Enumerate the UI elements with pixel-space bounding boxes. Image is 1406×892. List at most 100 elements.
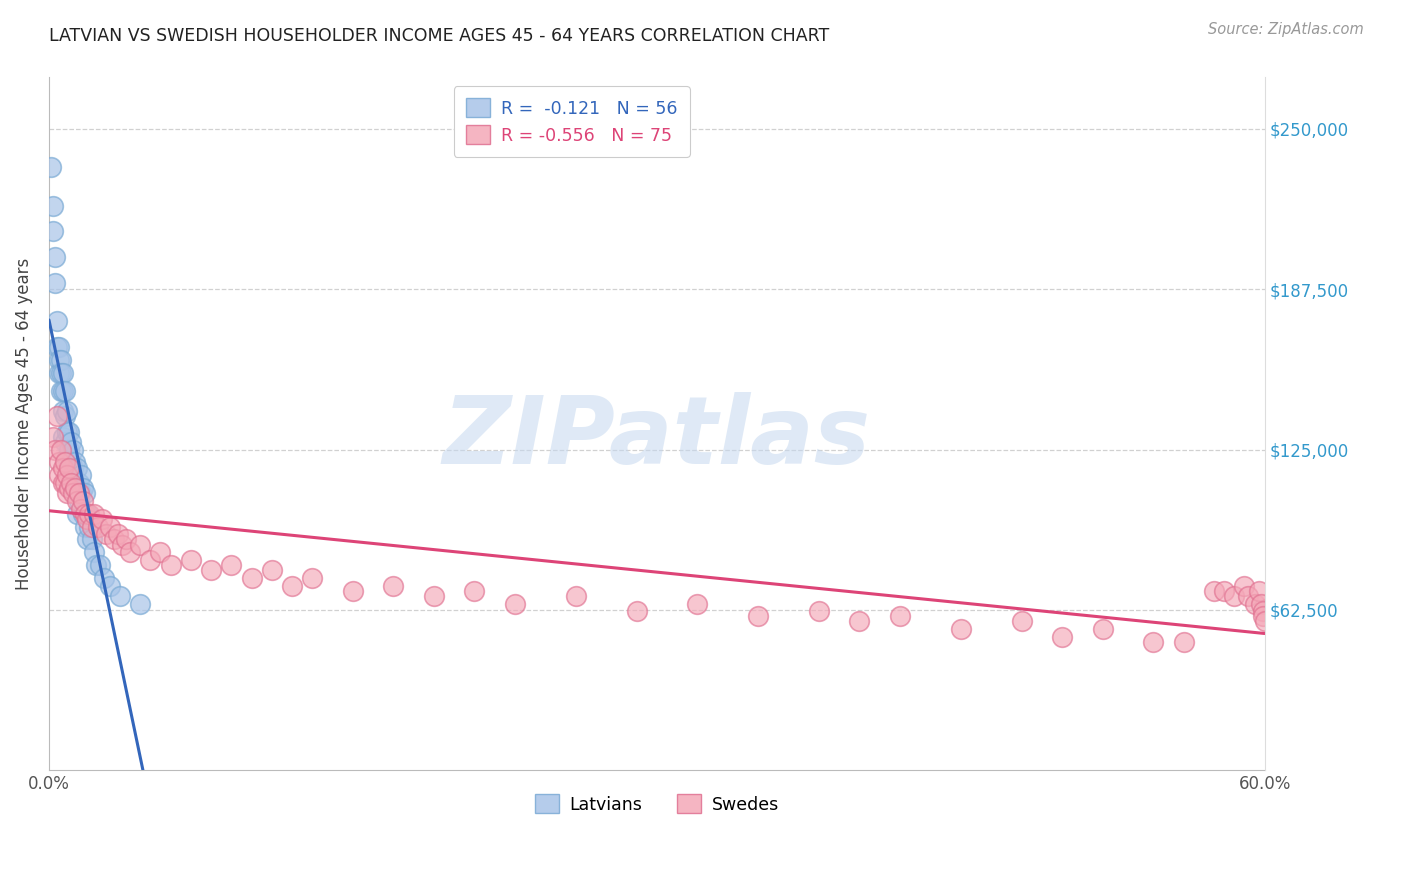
Point <box>60 434 83 449</box>
Point <box>1091 622 1114 636</box>
Point <box>44 442 66 457</box>
Point <box>1202 583 1225 598</box>
Point <box>70 468 93 483</box>
Point <box>281 578 304 592</box>
Point <box>1223 589 1246 603</box>
Point <box>93 571 115 585</box>
Point <box>52 384 75 398</box>
Point <box>240 571 263 585</box>
Point <box>62 442 84 457</box>
Point <box>53 409 76 424</box>
Point <box>149 545 172 559</box>
Point <box>52 475 75 490</box>
Point <box>60 475 83 490</box>
Point <box>1050 630 1073 644</box>
Point <box>48 366 70 380</box>
Point <box>111 537 134 551</box>
Point <box>1213 583 1236 598</box>
Point <box>52 366 75 380</box>
Point <box>1233 578 1256 592</box>
Point <box>98 578 121 592</box>
Point <box>75 519 97 533</box>
Point <box>626 604 648 618</box>
Point <box>80 519 103 533</box>
Point <box>80 533 103 547</box>
Point <box>70 501 93 516</box>
Point <box>65 455 87 469</box>
Point <box>58 460 80 475</box>
Point <box>49 366 72 380</box>
Point <box>90 512 112 526</box>
Point <box>1247 583 1270 598</box>
Point <box>1173 635 1195 649</box>
Text: ZIPatlas: ZIPatlas <box>443 392 870 483</box>
Point <box>1251 604 1274 618</box>
Point <box>382 578 405 592</box>
Text: LATVIAN VS SWEDISH HOUSEHOLDER INCOME AGES 45 - 64 YEARS CORRELATION CHART: LATVIAN VS SWEDISH HOUSEHOLDER INCOME AG… <box>49 27 830 45</box>
Point <box>342 583 364 598</box>
Point <box>108 589 131 603</box>
Point <box>1251 609 1274 624</box>
Point <box>48 468 70 483</box>
Point <box>221 558 243 572</box>
Point <box>66 494 89 508</box>
Point <box>62 481 84 495</box>
Point <box>53 455 76 469</box>
Point <box>1237 589 1260 603</box>
Point <box>66 507 89 521</box>
Point <box>84 558 107 572</box>
Point <box>66 460 89 475</box>
Point <box>79 519 101 533</box>
Point <box>46 409 69 424</box>
Point <box>76 512 98 526</box>
Point <box>67 486 90 500</box>
Point <box>1243 597 1265 611</box>
Point <box>49 352 72 367</box>
Point <box>686 597 709 611</box>
Point <box>62 486 84 500</box>
Point <box>42 199 65 213</box>
Point <box>53 384 76 398</box>
Point <box>86 519 108 533</box>
Point <box>1011 615 1033 629</box>
Point <box>75 486 97 500</box>
Point <box>79 507 101 521</box>
Point <box>103 533 125 547</box>
Point <box>72 494 94 508</box>
Point <box>72 481 94 495</box>
Point <box>56 486 79 500</box>
Point <box>48 340 70 354</box>
Point <box>889 609 911 624</box>
Point <box>62 460 84 475</box>
Point <box>1254 615 1277 629</box>
Point <box>200 563 222 577</box>
Point <box>83 545 105 559</box>
Legend: Latvians, Swedes: Latvians, Swedes <box>524 784 789 824</box>
Point <box>129 537 152 551</box>
Point <box>52 430 75 444</box>
Point <box>46 340 69 354</box>
Point <box>48 455 70 469</box>
Point <box>1142 635 1164 649</box>
Point <box>67 475 90 490</box>
Point <box>565 589 588 603</box>
Point <box>129 597 152 611</box>
Point <box>747 609 769 624</box>
Point <box>58 442 80 457</box>
Point <box>58 425 80 439</box>
Point <box>848 615 870 629</box>
Y-axis label: Householder Income Ages 45 - 64 years: Householder Income Ages 45 - 64 years <box>15 258 32 590</box>
Point <box>76 533 98 547</box>
Point <box>42 430 65 444</box>
Point <box>65 475 87 490</box>
Point <box>60 475 83 490</box>
Point <box>56 425 79 439</box>
Point <box>118 545 141 559</box>
Point <box>58 460 80 475</box>
Point <box>66 481 89 495</box>
Point <box>44 250 66 264</box>
Point <box>107 527 129 541</box>
Point <box>56 468 79 483</box>
Point <box>463 583 485 598</box>
Point <box>260 563 283 577</box>
